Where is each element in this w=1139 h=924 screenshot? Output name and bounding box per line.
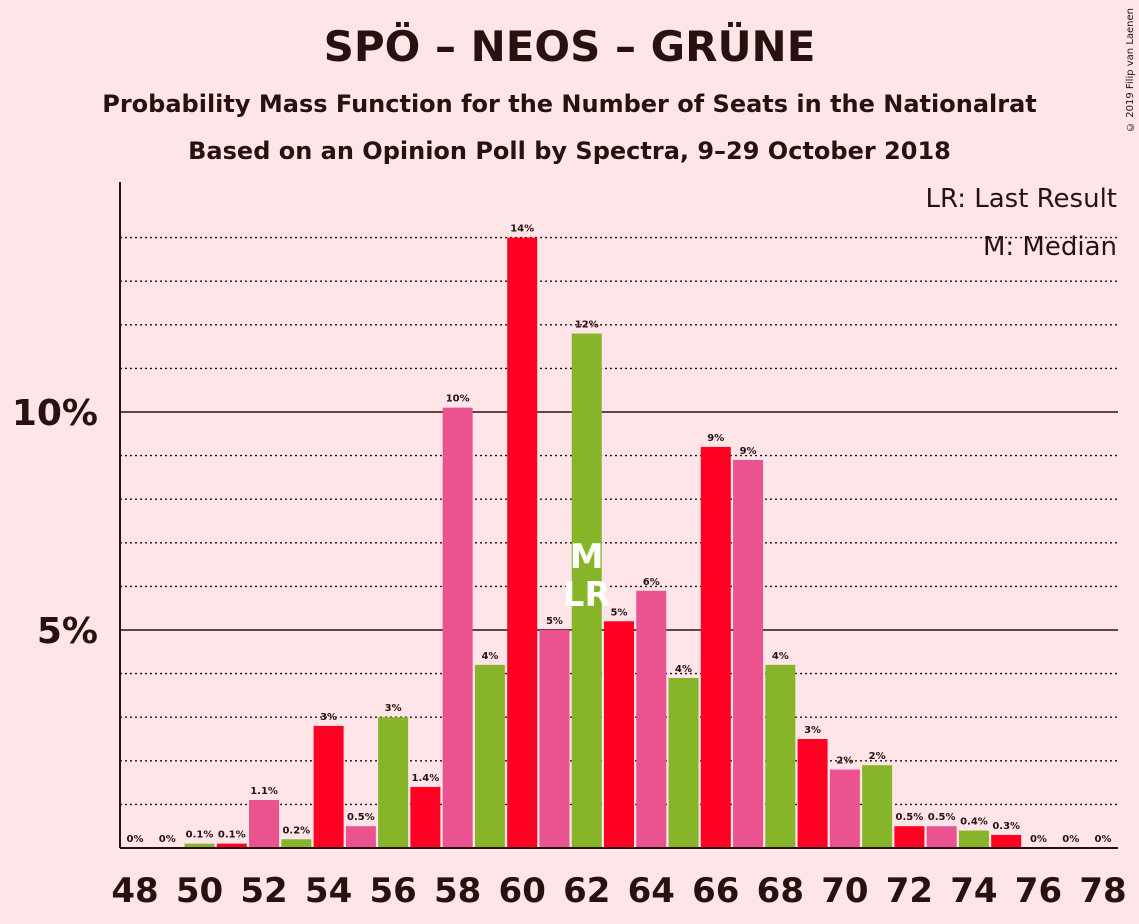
labels: 0% 0% 0.1% 0.1% 1.1% 0.2% 3% 0.5% 3% 1.4% 10% 4% 14%… [127,224,1112,845]
bar-seat-60 [507,237,538,849]
bar-value-label: 2% [869,751,886,762]
bar-value-label: 14% [510,224,534,235]
bar-seat-57 [410,786,441,848]
x-tick-label: 56 [369,871,416,911]
bar-value-label: 0.3% [992,821,1020,832]
bar-seat-69 [797,739,828,848]
bar-seat-63 [604,621,634,848]
x-tick-label: 54 [305,871,352,911]
bar-seat-65 [668,677,699,848]
x-tick-label: 74 [950,871,997,911]
bar-value-label: 0.5% [928,812,956,823]
bar-value-label: 6% [643,577,660,588]
bar-seat-68 [765,664,796,848]
x-tick-label: 76 [1015,871,1062,911]
bar-seat-54 [313,725,344,848]
x-tick-label: 72 [886,871,933,911]
bar-seat-61 [539,630,570,848]
median-marker: M [570,537,604,577]
bar-seat-59 [474,664,505,848]
bar-value-label: 4% [675,664,692,675]
y-tick-label: 10% [12,393,98,434]
x-tick-label: 62 [563,871,610,911]
x-tick-label: 58 [434,871,481,911]
bar-value-label: 0.1% [186,830,214,841]
bar-value-label: 1.4% [412,773,440,784]
bar-value-label: 0.1% [218,830,246,841]
bar-seat-53 [281,839,312,848]
x-tick-label: 68 [757,871,804,911]
x-tick-label: 64 [628,871,675,911]
bar-value-label: 4% [772,651,789,662]
x-tick-label: 50 [176,871,223,911]
bar-value-label: 0.5% [347,812,375,823]
grid-lines [120,236,1118,806]
bar-value-label: 9% [707,433,724,444]
bar-value-label: 12% [575,320,599,331]
bar-value-label: 0% [1095,834,1112,845]
bar-value-label: 3% [804,725,821,736]
bar-value-label: 0% [127,834,144,845]
bar-seat-75 [991,834,1022,848]
chart-title: SPÖ – NEOS – GRÜNE [323,22,816,71]
bar-seat-50 [184,843,215,848]
x-tick-label: 60 [499,871,546,911]
bar-seat-64 [636,590,667,848]
bar-seat-71 [862,765,893,848]
bar-value-label: 2% [836,756,853,767]
x-tick-label: 78 [1079,871,1126,911]
x-tick-label: 70 [821,871,868,911]
bar-value-label: 4% [481,651,498,662]
bar-seat-52 [249,800,280,848]
bar-value-label: 0% [159,834,176,845]
bar-seat-67 [733,459,764,848]
bar-value-label: 1.1% [250,786,278,797]
bar-seat-74 [958,830,989,848]
y-tick-label: 5% [37,611,98,652]
bar-seat-58 [442,407,473,848]
bar-seat-73 [926,826,957,848]
x-tick-label: 52 [240,871,287,911]
chart-subtitle: Probability Mass Function for the Number… [102,90,1037,118]
bar-value-label: 0.2% [282,825,310,836]
bar-seat-55 [345,826,376,848]
last-result-marker: LR [563,575,611,615]
bar-value-label: 3% [320,712,337,723]
x-tick-label: 48 [111,871,158,911]
bar-value-label: 0.4% [960,817,988,828]
bar-value-label: 0% [1030,834,1047,845]
x-tick-label: 66 [692,871,739,911]
bar-value-label: 9% [740,446,757,457]
bar-value-label: 0% [1062,834,1079,845]
legend-last-result: LR: Last Result [925,184,1117,214]
bar-seat-70 [829,769,860,848]
bar-seat-72 [894,826,925,848]
bar-value-label: 3% [385,703,402,714]
bar-seat-62 [571,333,602,848]
bar-value-label: 10% [446,394,470,405]
bar-value-label: 0.5% [896,812,924,823]
bars [184,237,1022,849]
axes: 5% 10% 48 50 52 54 56 58 60 62 64 66 68 70 72 74 76 78 [12,182,1127,911]
bar-value-label: 5% [611,607,628,618]
bar-value-label: 5% [546,616,563,627]
bar-seat-56 [378,717,409,848]
chart-source: Based on an Opinion Poll by Spectra, 9–2… [188,137,951,165]
bar-seat-51 [216,843,247,848]
bar-seat-66 [700,446,731,848]
